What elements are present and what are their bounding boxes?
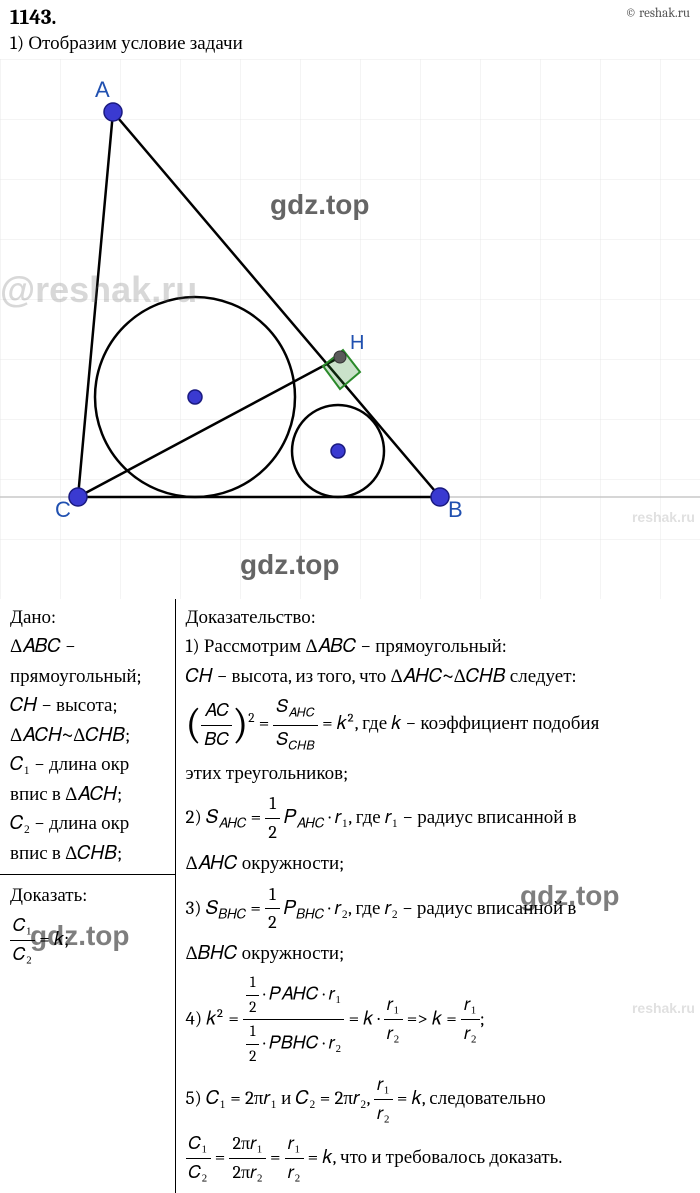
svg-text:C: C [55,497,71,522]
svg-text:H: H [350,332,364,354]
svg-text:A: A [95,77,110,102]
proof-column: Доказательство: 1) Рассмотрим Δ𝐴𝐵𝐶 − пря… [175,599,700,1193]
proof-step: 𝐶𝐻 − высота, из того, что Δ𝐴𝐻𝐶∼Δ𝐶𝐻𝐵 след… [186,662,693,691]
proof-equation: 4) 𝑘² = 12 · 𝑃𝐴𝐻𝐶 · 𝑟₁12 · 𝑃𝐵𝐻𝐶 · 𝑟₂ = 𝑘… [186,971,693,1069]
subtitle: 1) Отобразим условие задачи [0,32,700,59]
given-line: впис в Δ𝐴𝐶𝐻; [10,780,167,809]
problem-number: 1143. [10,6,56,30]
given-line: Δ𝐴𝐶𝐻∼Δ𝐶𝐻𝐵; [10,721,167,750]
proof-equation: 2) 𝑆𝐴𝐻𝐶 = 12 𝑃𝐴𝐻𝐶 · 𝑟₁, где 𝑟₁ − радиус … [186,790,693,847]
divider [0,874,175,875]
given-line: 𝐶₂ − длина окр [10,809,167,838]
proof-equation: 3) 𝑆𝐵𝐻𝐶 = 12 𝑃𝐵𝐻𝐶 · 𝑟₂, где 𝑟₂ − радиус … [186,881,693,938]
proof-step: этих треугольников; [186,759,693,788]
given-line: Δ𝐴𝐵𝐶 − [10,632,167,661]
proof-equation: 𝐶₁𝐶₂ = 2π𝑟₁2π𝑟₂ = 𝑟₁𝑟₂ = 𝑘, что и требов… [186,1130,693,1187]
geometry-diagram: A B C H @reshak.ru gdz.top gdz.top resha… [0,59,700,599]
given-title: Дано: [10,603,167,632]
given-line: впис в Δ𝐶𝐻𝐵; [10,839,167,868]
given-line: 𝐶𝐻 − высота; [10,691,167,720]
header: 1143. © reshak.ru [0,0,700,32]
given-line: 𝐶₁ − длина окр [10,750,167,779]
proof-step: 1) Рассмотрим Δ𝐴𝐵𝐶 − прямоугольный: [186,632,693,661]
given-column: Дано: Δ𝐴𝐵𝐶 − прямоугольный; 𝐶𝐻 − высота;… [0,599,175,1193]
prove-equation: 𝐶₁𝐶₂ = 𝑘; [10,912,167,969]
given-line: прямоугольный; [10,662,167,691]
copyright: © reshak.ru [625,6,690,21]
svg-text:B: B [448,497,463,522]
proof-table: Дано: Δ𝐴𝐵𝐶 − прямоугольный; 𝐶𝐻 − высота;… [0,599,700,1193]
prove-title: Доказать: [10,881,167,910]
proof-equation: (𝐴𝐶𝐵𝐶)2 = 𝑆𝐴𝐻𝐶𝑆𝐶𝐻𝐵 = 𝑘², где 𝑘 − коэффиц… [186,693,693,756]
proof-title: Доказательство: [186,603,693,632]
proof-step: Δ𝐴𝐻𝐶 окружности; [186,849,693,878]
proof-step: Δ𝐵𝐻𝐶 окружности; [186,939,693,968]
proof-equation: 5) 𝐶₁ = 2π𝑟₁ и 𝐶₂ = 2π𝑟₂, 𝑟₁𝑟₂ = 𝑘, след… [186,1071,693,1128]
